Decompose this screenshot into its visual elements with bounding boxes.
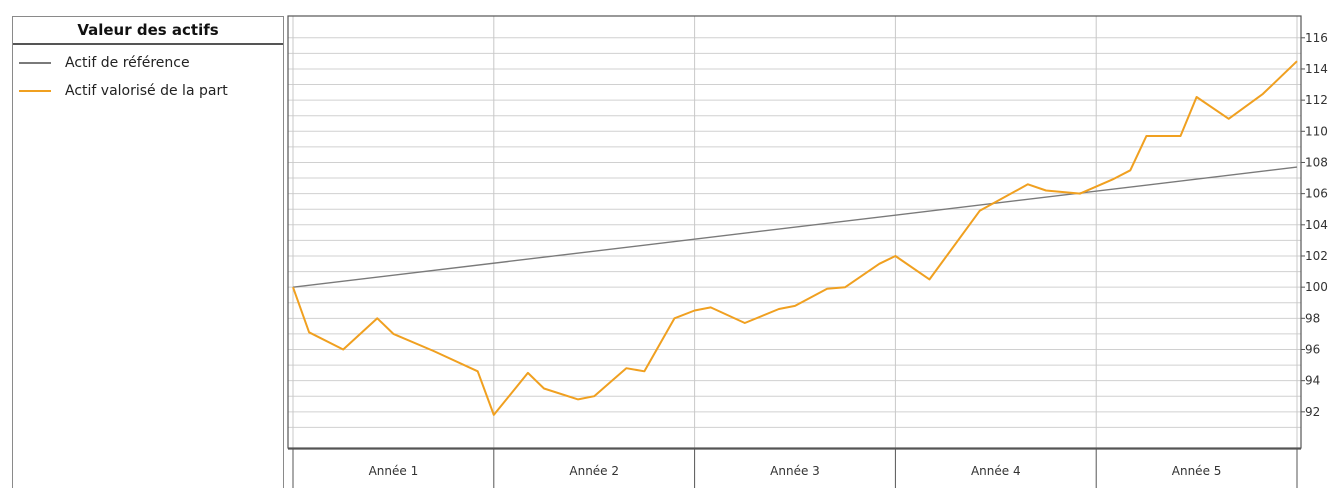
y-tick-label: 112 xyxy=(1305,93,1328,107)
y-tick-label: 96 xyxy=(1305,342,1320,356)
x-category-label: Année 4 xyxy=(971,464,1021,478)
y-tick-label: 114 xyxy=(1305,62,1328,76)
y-tick-label: 116 xyxy=(1305,31,1328,45)
y-tick-label: 108 xyxy=(1305,155,1328,169)
y-tick-label: 106 xyxy=(1305,187,1328,201)
x-category-label: Année 5 xyxy=(1172,464,1222,478)
y-tick-label: 102 xyxy=(1305,249,1328,263)
x-category-label: Année 3 xyxy=(770,464,820,478)
series-line-part xyxy=(293,61,1297,415)
plot-frame xyxy=(288,16,1301,448)
y-tick-label: 98 xyxy=(1305,311,1320,325)
x-category-label: Année 2 xyxy=(569,464,619,478)
y-tick-label: 94 xyxy=(1305,374,1320,388)
series-line-reference xyxy=(293,167,1297,287)
x-category-label: Année 1 xyxy=(369,464,419,478)
y-tick-label: 104 xyxy=(1305,218,1328,232)
y-tick-label: 92 xyxy=(1305,405,1320,419)
y-tick-label: 100 xyxy=(1305,280,1328,294)
y-tick-label: 110 xyxy=(1305,124,1328,138)
